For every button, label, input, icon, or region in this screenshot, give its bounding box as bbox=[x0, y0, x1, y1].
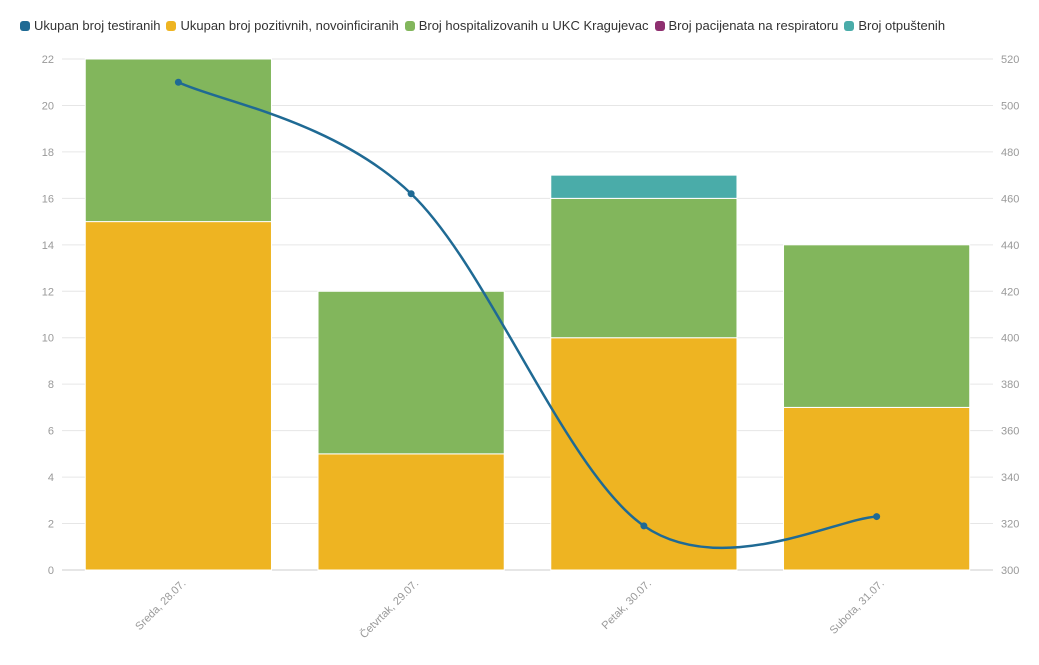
y-axis-right: 300 320 340 360 380 400 420 440 460 480 500 520 bbox=[1001, 54, 1019, 577]
line-point-3 bbox=[873, 513, 881, 521]
x-tick-label: Četvrtak, 29.07. bbox=[357, 577, 421, 641]
y-left-tick-label: 20 bbox=[42, 100, 54, 112]
legend-item-broj-pacijenata-na-respiratoru[interactable]: Broj pacijenata na respiratoru bbox=[654, 18, 839, 33]
y-left-tick-label: 4 bbox=[48, 472, 54, 484]
bar-broj-hospitalizovanih-u-ukc-kragujevac-3 bbox=[783, 244, 971, 408]
legend-label: Ukupan broj testiranih bbox=[34, 18, 161, 33]
legend-swatch bbox=[844, 20, 855, 31]
x-axis: Sreda, 28.07. Četvrtak, 29.07. Petak, 30.0… bbox=[133, 577, 886, 641]
legend-swatch bbox=[20, 20, 30, 31]
y-right-tick-label: 360 bbox=[1001, 426, 1019, 438]
legend-swatch bbox=[654, 20, 665, 31]
y-left-tick-label: 6 bbox=[48, 426, 54, 438]
y-left-tick-label: 16 bbox=[42, 193, 54, 205]
y-right-tick-label: 440 bbox=[1001, 240, 1019, 252]
legend-label: Broj otpuštenih bbox=[858, 18, 946, 33]
line-point-0 bbox=[174, 78, 182, 86]
y-right-tick-label: 380 bbox=[1001, 379, 1019, 391]
y-right-tick-label: 500 bbox=[1001, 100, 1019, 112]
x-tick-label: Sreda, 28.07. bbox=[133, 578, 188, 633]
line-point-2 bbox=[640, 522, 648, 530]
y-left-tick-label: 8 bbox=[48, 379, 54, 391]
legend-item-ukupan-broj-testiranih[interactable]: Ukupan broj testiranih bbox=[20, 18, 160, 33]
line-series-group bbox=[174, 78, 881, 550]
y-right-tick-label: 460 bbox=[1001, 193, 1019, 205]
bars-group bbox=[84, 58, 971, 571]
bar-broj-hospitalizovanih-u-ukc-kragujevac-0 bbox=[84, 58, 272, 223]
y-left-tick-label: 22 bbox=[42, 54, 54, 66]
legend-swatch bbox=[166, 20, 177, 31]
legend-item-broj-otpustenih[interactable]: Broj otpuštenih bbox=[844, 18, 945, 33]
y-left-tick-label: 18 bbox=[42, 147, 54, 159]
y-right-tick-label: 400 bbox=[1001, 333, 1019, 345]
legend-label: Broj pacijenata na respiratoru bbox=[668, 18, 839, 33]
bar-ukupan-broj-pozitivnih-novoinficiranih-3 bbox=[783, 406, 971, 571]
y-right-tick-label: 420 bbox=[1001, 286, 1019, 298]
y-right-tick-label: 480 bbox=[1001, 147, 1019, 159]
legend-label: Ukupan broj pozitivnih, novoinficiranih bbox=[180, 18, 399, 33]
bar-ukupan-broj-pozitivnih-novoinficiranih-2 bbox=[550, 337, 738, 571]
bar-ukupan-broj-pozitivnih-novoinficiranih-1 bbox=[317, 453, 505, 571]
y-left-tick-label: 10 bbox=[42, 333, 54, 345]
x-tick-label: Subota, 31.07. bbox=[828, 578, 887, 637]
y-left-tick-label: 2 bbox=[48, 519, 54, 531]
y-left-tick-label: 12 bbox=[42, 286, 54, 298]
y-left-tick-label: 0 bbox=[48, 565, 54, 577]
line-ukupan-broj-testiranih bbox=[177, 81, 877, 550]
bar-broj-otpustenih-2 bbox=[550, 174, 738, 199]
legend-swatch bbox=[404, 20, 415, 31]
chart-legend: Ukupan broj testiranih Ukupan broj poziti… bbox=[20, 18, 951, 33]
y-right-tick-label: 320 bbox=[1001, 519, 1019, 531]
y-right-tick-label: 520 bbox=[1001, 54, 1019, 66]
y-right-tick-label: 300 bbox=[1001, 565, 1019, 577]
legend-item-ukupan-broj-pozitivnih-novoinficiranih[interactable]: Ukupan broj pozitivnih, novoinficiranih bbox=[166, 18, 399, 33]
x-tick-label: Petak, 30.07. bbox=[600, 578, 654, 632]
legend-item-broj-hospitalizovanih-u-ukc-kragujevac[interactable]: Broj hospitalizovanih u UKC Kragujevac bbox=[404, 18, 649, 33]
bar-ukupan-broj-pozitivnih-novoinficiranih-0 bbox=[84, 221, 272, 571]
bar-broj-hospitalizovanih-u-ukc-kragujevac-2 bbox=[550, 197, 738, 339]
bar-broj-hospitalizovanih-u-ukc-kragujevac-1 bbox=[317, 290, 505, 455]
legend-label: Broj hospitalizovanih u UKC Kragujevac bbox=[418, 18, 649, 33]
line-point-1 bbox=[407, 190, 415, 198]
y-right-tick-label: 340 bbox=[1001, 472, 1019, 484]
y-left-tick-label: 14 bbox=[42, 240, 54, 252]
y-axis-left: 0 2 4 6 8 10 12 14 16 18 20 22 bbox=[42, 54, 54, 577]
